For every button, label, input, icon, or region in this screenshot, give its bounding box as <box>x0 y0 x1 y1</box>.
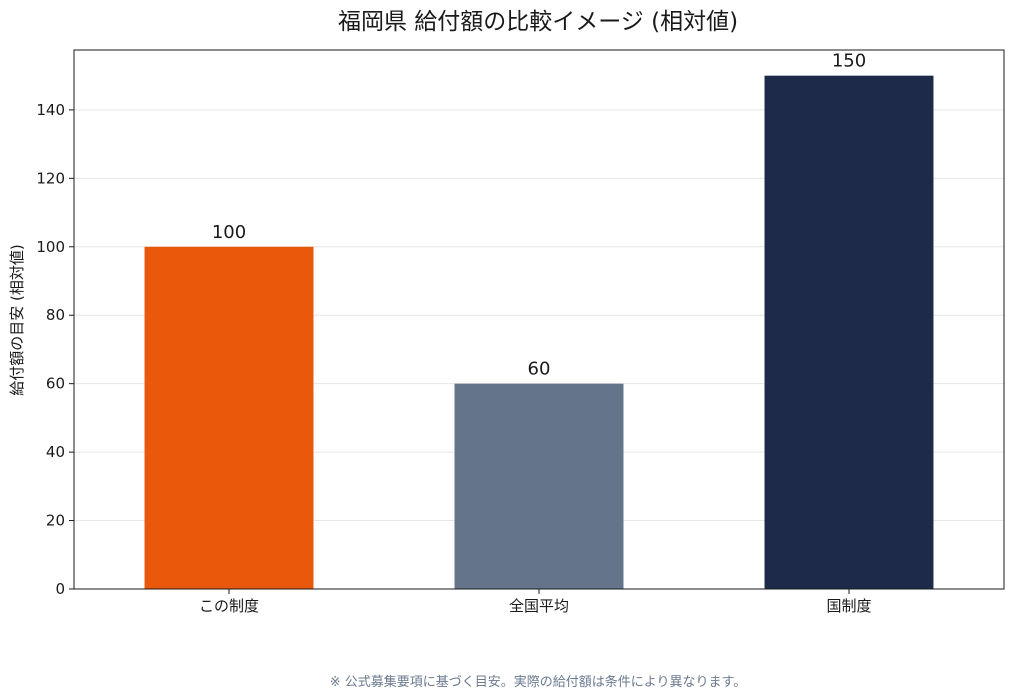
bar <box>144 246 314 589</box>
chart-title: 福岡県 給付額の比較イメージ (相対値) <box>338 9 738 35</box>
y-tick-label: 60 <box>46 375 65 393</box>
x-tick-label: 全国平均 <box>509 597 569 615</box>
y-tick-label: 0 <box>55 580 65 598</box>
data-label: 150 <box>832 51 866 72</box>
bar <box>454 383 624 589</box>
x-tick-label: この制度 <box>199 597 259 615</box>
y-tick-label: 120 <box>36 169 65 187</box>
y-tick-label: 40 <box>46 443 65 461</box>
y-tick-label: 140 <box>36 101 65 119</box>
y-axis-label: 給付額の目安 (相対値) <box>8 244 26 395</box>
x-axis-ticks: この制度 全国平均 国制度 <box>199 589 872 615</box>
data-labels: 100 60 150 <box>212 51 866 380</box>
bars <box>144 75 934 589</box>
data-label: 100 <box>212 222 246 243</box>
x-tick-label: 国制度 <box>826 597 871 615</box>
y-tick-label: 20 <box>46 512 65 530</box>
footnote: ※ 公式募集要項に基づく目安。実際の給付額は条件により異なります。 <box>330 674 746 690</box>
data-label: 60 <box>528 359 551 380</box>
y-tick-label: 100 <box>36 238 65 256</box>
y-axis-ticks: 0 20 40 60 80 100 120 140 <box>36 101 74 598</box>
y-tick-label: 80 <box>46 306 65 324</box>
bar <box>764 75 934 589</box>
